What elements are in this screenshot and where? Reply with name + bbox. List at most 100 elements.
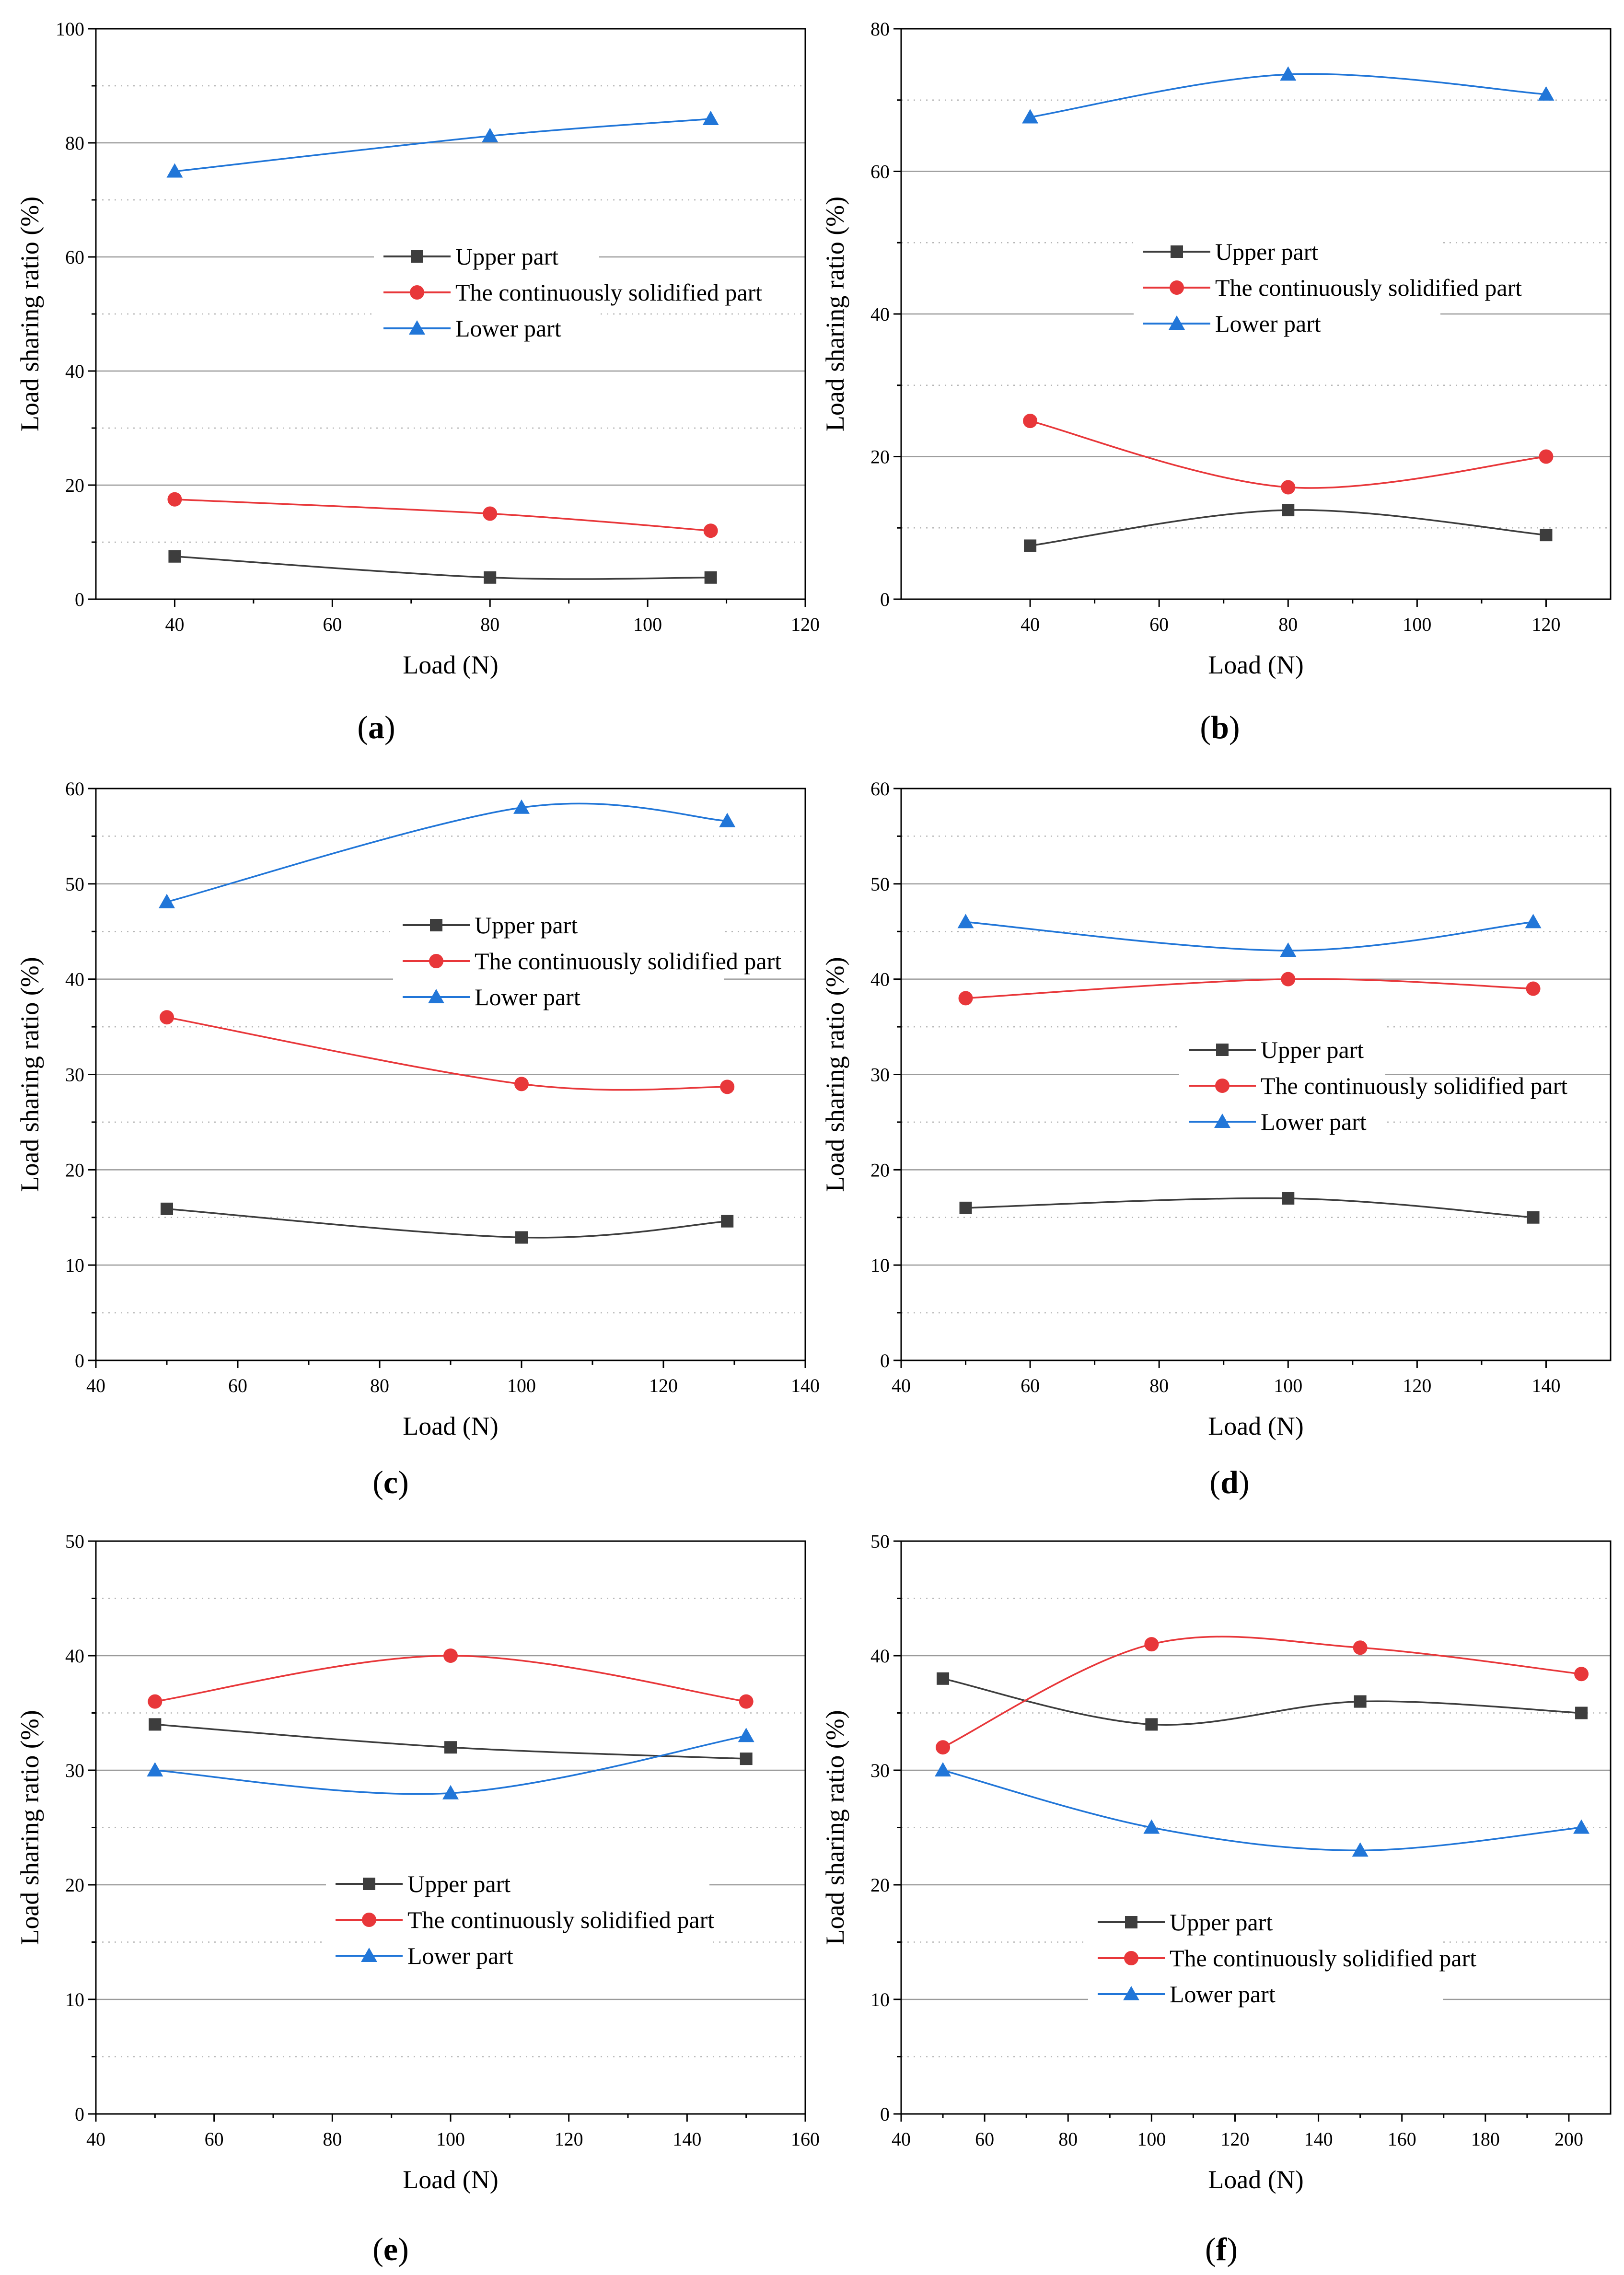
legend-background [1088,1898,1443,2016]
data-point-continuous [958,991,973,1006]
x-tick-label: 120 [1220,2128,1249,2150]
x-tick-label: 140 [1304,2128,1333,2150]
y-tick-label: 60 [65,246,84,268]
x-axis-label: Load (N) [1208,1412,1303,1440]
chart-panel-d: 0 10 20 30 40 50 60 40 60 80 100 120 140 Load (N) Load… [821,778,1612,1500]
series-line-continuous [1030,420,1546,489]
y-tick-label: 0 [75,589,84,610]
series-line-lower [942,1769,1582,1852]
x-tick-label: 100 [1274,1375,1302,1396]
y-tick-label: 10 [870,1989,890,2010]
legend: Upper part The continuously solidified pa… [1179,1026,1567,1143]
data-point-continuous [739,1694,754,1709]
x-tick-label: 100 [1403,614,1431,635]
x-tick-label: 40 [892,1375,911,1396]
data-point-continuous [443,1648,458,1663]
legend-entry-continuous: The continuously solidified part [1215,274,1522,301]
y-tick-label: 20 [65,1159,84,1181]
y-tick-label: 20 [870,1159,890,1181]
y-tick-label: 20 [65,1874,84,1896]
data-point-continuous [1353,1640,1368,1655]
y-axis-label: Load sharing ratio (%) [821,957,849,1192]
y-axis-label: Load sharing ratio (%) [15,197,44,431]
y-tick-label: 100 [56,18,84,40]
series-line-upper [174,556,711,580]
data-point-continuous [1539,449,1554,464]
legend-marker-continuous [410,285,424,300]
data-point-continuous [1023,414,1038,429]
y-tick-label: 10 [870,1254,890,1276]
chart-panel-e: 0 10 20 30 40 50 40 60 80 100 120 140 160 Load (N) Loa… [15,1531,820,2267]
legend-marker-continuous [429,954,443,968]
panel-caption: (d) [1209,1464,1249,1500]
x-tick-label: 100 [1137,2128,1166,2150]
y-tick-label: 80 [870,18,890,40]
chart-panel-a: 0 20 40 60 80 100 40 60 80 100 120 Load (N) Load sha… [15,18,820,745]
y-tick-label: 10 [65,1989,84,2010]
x-tick-label: 140 [1531,1375,1560,1396]
data-point-lower [1022,109,1039,124]
legend: Upper part The continuously solidified pa… [393,901,781,1019]
x-tick-label: 80 [370,1375,389,1396]
legend-entry-continuous: The continuously solidified part [1170,1945,1476,1972]
x-tick-label: 100 [436,2128,465,2150]
y-tick-label: 40 [65,1645,84,1667]
y-tick-label: 40 [65,969,84,990]
data-point-lower [935,1762,951,1776]
data-point-continuous [1281,972,1296,987]
legend-entry-continuous: The continuously solidified part [455,279,762,306]
y-tick-label: 30 [65,1760,84,1781]
legend-marker-continuous [1124,1951,1138,1965]
x-tick-label: 40 [86,2128,105,2150]
x-tick-label: 100 [633,614,662,635]
x-tick-label: 60 [323,614,342,635]
x-axis-label: Load (N) [403,650,498,679]
data-point-continuous [1526,981,1541,996]
x-tick-label: 40 [1021,614,1040,635]
chart-panel-f: 0 10 20 30 40 50 40 60 80 100 120 140 160 180 200 Load … [821,1531,1612,2267]
panel-caption: (e) [372,2231,409,2267]
data-point-lower [1573,1819,1590,1834]
data-point-upper [1575,1706,1588,1719]
legend-background [326,1860,709,1977]
x-tick-label: 40 [892,2128,911,2150]
data-point-upper [1024,539,1037,552]
x-tick-label: 120 [555,2128,583,2150]
x-tick-label: 80 [1058,2128,1078,2150]
data-point-lower [1143,1819,1160,1834]
data-point-upper [515,1231,528,1244]
data-point-upper [740,1753,753,1765]
legend-entry-upper: Upper part [1261,1036,1364,1063]
data-point-lower [159,894,175,908]
x-tick-label: 80 [1149,1375,1169,1396]
y-axis-label: Load sharing ratio (%) [821,1710,849,1945]
y-tick-label: 0 [880,1350,890,1371]
y-axis-label: Load sharing ratio (%) [15,1710,44,1945]
legend-marker-continuous [1215,1079,1230,1093]
data-point-continuous [1574,1667,1589,1682]
y-tick-label: 0 [880,2103,890,2125]
x-axis-label: Load (N) [403,2165,498,2194]
legend-entry-upper: Upper part [455,243,558,270]
y-tick-label: 0 [75,2103,84,2125]
data-point-continuous [703,523,718,538]
x-tick-label: 60 [1021,1375,1040,1396]
y-tick-label: 20 [870,1874,890,1896]
legend-marker-lower [409,320,425,335]
data-point-upper [484,571,497,584]
panel-caption: (c) [372,1464,409,1500]
series-line-lower [166,802,728,903]
data-point-lower [1525,914,1542,929]
legend-marker-upper [430,919,442,931]
y-tick-label: 80 [65,132,84,154]
data-point-continuous [483,506,498,521]
legend-background [1179,1026,1385,1143]
data-point-upper [704,571,717,584]
x-tick-label: 180 [1471,2128,1500,2150]
series-line-continuous [942,1636,1582,1748]
legend-marker-upper [1171,245,1183,258]
x-axis-label: Load (N) [1208,2165,1303,2194]
x-tick-label: 60 [975,2128,994,2150]
y-axis-label: Load sharing ratio (%) [821,197,849,431]
legend-marker-upper [1216,1044,1229,1056]
